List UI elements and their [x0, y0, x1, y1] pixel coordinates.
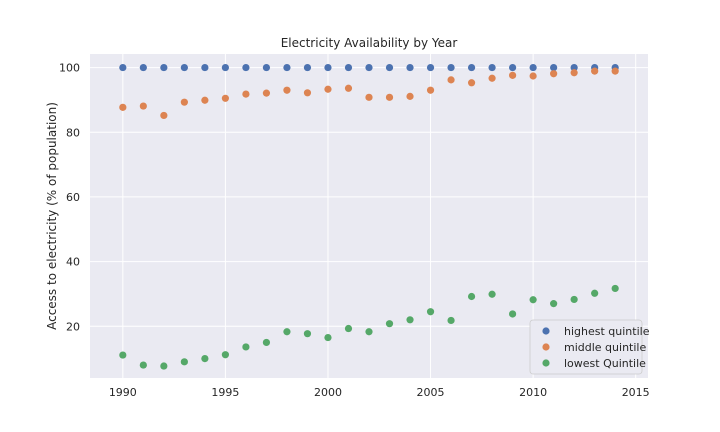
data-point-lowest-quintile — [201, 354, 209, 363]
data-point-middle-quintile — [201, 96, 209, 104]
data-point-highest-quintile — [201, 63, 209, 72]
data-point-highest-quintile — [550, 63, 558, 72]
data-point-middle-quintile — [344, 84, 353, 92]
data-point-lowest-quintile — [488, 290, 496, 298]
data-point-highest-quintile — [303, 63, 312, 72]
data-point-middle-quintile — [160, 111, 168, 120]
data-point-middle-quintile — [262, 89, 271, 97]
data-point-lowest-quintile — [467, 292, 476, 301]
data-point-lowest-quintile — [324, 333, 332, 342]
data-point-middle-quintile — [283, 86, 291, 94]
data-point-lowest-quintile — [447, 316, 455, 325]
data-point-highest-quintile — [467, 63, 476, 72]
data-point-lowest-quintile — [529, 296, 537, 304]
data-point-middle-quintile — [488, 74, 496, 82]
data-point-middle-quintile — [447, 76, 455, 84]
data-point-highest-quintile — [426, 63, 435, 72]
data-point-lowest-quintile — [283, 328, 291, 336]
data-point-highest-quintile — [283, 63, 291, 72]
data-point-middle-quintile — [303, 89, 312, 97]
data-point-lowest-quintile — [426, 308, 435, 316]
data-point-highest-quintile — [221, 63, 229, 72]
legend-marker-middle-quintile — [542, 343, 550, 351]
x-tick-label: 2005 — [417, 386, 445, 399]
data-points — [119, 63, 619, 370]
data-point-middle-quintile — [611, 67, 619, 75]
data-point-middle-quintile — [119, 103, 127, 111]
y-axis-label: Access to electricity (% of population) — [45, 102, 59, 330]
chart-title: Electricity Availability by Year — [281, 36, 458, 50]
data-point-middle-quintile — [385, 93, 394, 101]
y-tick-label: 20 — [66, 320, 80, 333]
x-tick-label: 2000 — [314, 386, 342, 399]
y-tick-label: 80 — [66, 126, 80, 139]
y-tick-label: 100 — [59, 62, 80, 75]
data-point-highest-quintile — [365, 63, 373, 72]
data-point-middle-quintile — [324, 85, 332, 93]
data-point-highest-quintile — [385, 63, 394, 72]
data-point-middle-quintile — [550, 70, 558, 78]
data-point-lowest-quintile — [406, 316, 414, 324]
legend-box — [529, 319, 643, 375]
y-tick-label: 60 — [66, 191, 80, 204]
data-point-highest-quintile — [160, 63, 168, 72]
data-point-highest-quintile — [262, 63, 271, 72]
data-point-middle-quintile — [467, 79, 476, 87]
data-point-highest-quintile — [119, 63, 127, 72]
data-point-lowest-quintile — [221, 351, 229, 359]
data-point-middle-quintile — [242, 90, 250, 98]
data-point-highest-quintile — [529, 63, 537, 72]
legend: highest quintile middle quintile lowest Qu… — [529, 319, 650, 375]
data-point-lowest-quintile — [262, 338, 271, 347]
data-point-highest-quintile — [447, 63, 455, 72]
data-point-middle-quintile — [221, 94, 229, 102]
data-point-highest-quintile — [242, 63, 250, 72]
legend-label: lowest Quintile — [564, 357, 646, 370]
data-point-lowest-quintile — [509, 310, 517, 318]
x-tick-label: 1995 — [211, 386, 239, 399]
data-point-lowest-quintile — [344, 324, 353, 333]
data-point-highest-quintile — [406, 63, 414, 72]
data-point-middle-quintile — [591, 67, 599, 75]
data-point-lowest-quintile — [303, 330, 312, 338]
x-tick-label: 1990 — [109, 386, 137, 399]
data-point-lowest-quintile — [180, 358, 188, 366]
x-tick-labels: 1990 1995 2000 2005 2010 2015 — [109, 386, 650, 399]
data-point-highest-quintile — [180, 63, 188, 72]
data-point-highest-quintile — [509, 63, 517, 72]
data-point-middle-quintile — [406, 92, 414, 100]
legend-marker-highest-quintile — [542, 327, 550, 335]
data-point-middle-quintile — [139, 102, 147, 110]
data-point-lowest-quintile — [611, 284, 619, 293]
data-point-lowest-quintile — [365, 328, 373, 336]
data-point-lowest-quintile — [385, 320, 394, 328]
data-point-lowest-quintile — [119, 351, 127, 359]
legend-label: middle quintile — [564, 341, 646, 354]
data-point-middle-quintile — [365, 93, 373, 101]
data-point-lowest-quintile — [160, 362, 168, 370]
data-point-highest-quintile — [570, 63, 578, 72]
data-point-middle-quintile — [426, 86, 435, 94]
data-point-highest-quintile — [139, 63, 147, 72]
x-tick-label: 2015 — [622, 386, 650, 399]
data-point-middle-quintile — [180, 98, 188, 106]
legend-label: highest quintile — [564, 325, 650, 338]
data-point-highest-quintile — [324, 63, 332, 72]
data-point-lowest-quintile — [139, 361, 147, 369]
data-point-lowest-quintile — [242, 343, 250, 351]
data-point-lowest-quintile — [570, 295, 578, 304]
data-point-middle-quintile — [509, 71, 517, 79]
legend-marker-lowest-quintile — [542, 359, 550, 367]
data-point-middle-quintile — [529, 72, 537, 80]
data-point-lowest-quintile — [550, 300, 558, 308]
y-tick-labels: 20 40 60 80 100 — [59, 62, 80, 334]
x-tick-label: 2010 — [519, 386, 547, 399]
data-point-highest-quintile — [344, 63, 353, 72]
y-tick-label: 40 — [66, 256, 80, 269]
data-point-middle-quintile — [570, 69, 578, 77]
data-point-lowest-quintile — [591, 289, 599, 297]
data-point-highest-quintile — [488, 63, 496, 72]
